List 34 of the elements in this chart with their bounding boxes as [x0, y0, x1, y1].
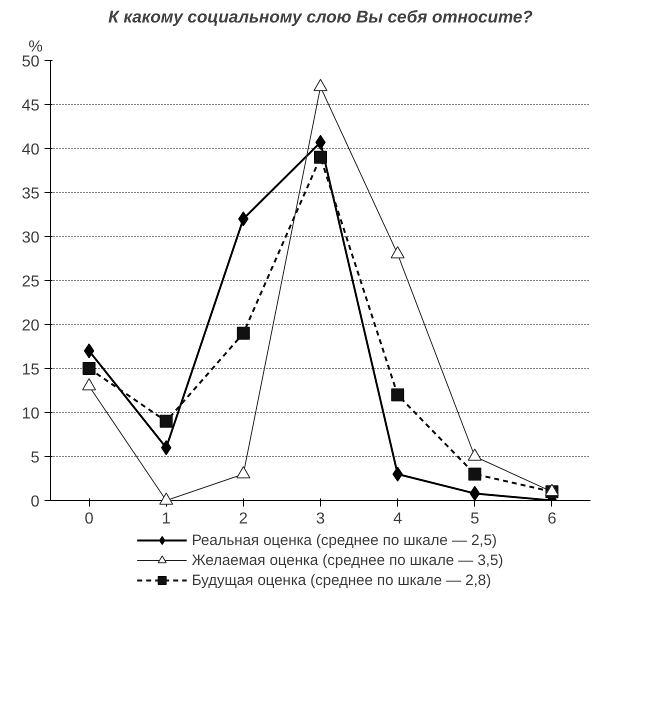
y-tick-label: 0 [30, 494, 40, 510]
y-tick-label: 10 [22, 406, 40, 422]
y-tick-label: 15 [22, 362, 40, 378]
y-tick-label: 45 [22, 98, 40, 114]
legend-label: Реальная оценка (среднее по шкале — 2,5) [192, 532, 497, 548]
x-tick-label: 0 [84, 510, 94, 528]
x-tick-label: 2 [238, 510, 248, 528]
y-tick-label: 40 [22, 142, 40, 158]
y-tick-label: 35 [22, 186, 40, 202]
point [468, 468, 482, 481]
point [160, 414, 173, 428]
y-tick-label: 20 [22, 318, 40, 334]
point [236, 326, 250, 340]
legend-label: Будущая оценка (среднее по шкале — 2,8) [192, 572, 492, 588]
point [391, 388, 404, 402]
y-tick-label: 25 [22, 274, 40, 290]
y-tick-label: 30 [22, 230, 40, 246]
x-tick-label: 6 [547, 510, 556, 528]
y-tick-label: 5 [30, 450, 40, 466]
point [314, 150, 327, 164]
point [238, 211, 249, 226]
x-tick-label: 4 [393, 510, 402, 528]
point [84, 343, 94, 358]
point [315, 134, 326, 150]
legend-label: Желаемая оценка (среднее по шкале — 3,5) [192, 552, 504, 568]
x-tick-label: 3 [316, 510, 326, 528]
y-tick-label: 50 [22, 54, 40, 70]
point [470, 486, 480, 500]
x-tick-label: 1 [162, 510, 171, 528]
chart-title: К какому социальному слою Вы себя относите? [108, 8, 534, 26]
point [82, 362, 96, 375]
point [392, 466, 403, 482]
y-axis-title: % [28, 38, 43, 56]
x-tick-label: 5 [470, 510, 480, 528]
